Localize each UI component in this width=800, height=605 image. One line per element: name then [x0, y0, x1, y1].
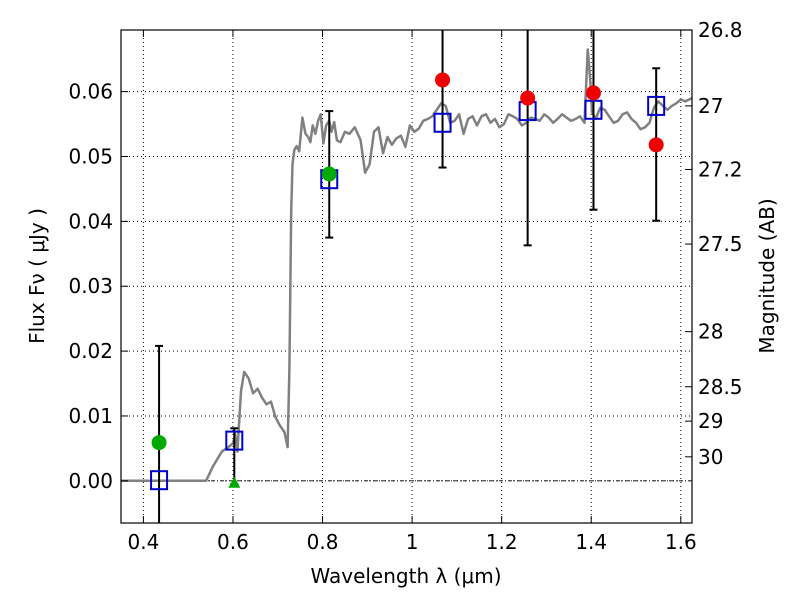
x-tick-label: 1.4 — [575, 530, 607, 554]
observed-flux-red — [520, 90, 536, 106]
model-flux-box — [225, 430, 244, 451]
x-tick-label: 1 — [406, 530, 419, 554]
model-flux-box — [584, 99, 603, 120]
x-tick-label: 1.6 — [665, 530, 697, 554]
model-flux-box — [647, 95, 666, 116]
plot-area — [121, 30, 693, 523]
grid — [121, 30, 692, 523]
y-tick-label: 0.03 — [68, 274, 113, 298]
observed-flux-green — [151, 435, 167, 451]
sed-model-curve — [121, 48, 693, 483]
y2-tick-label: 28 — [698, 320, 723, 344]
plot-frame — [120, 29, 693, 524]
y2-tick-label: 27 — [698, 94, 723, 118]
y2-axis-label: Magnitude (AB) — [755, 198, 779, 353]
y2-tick-label: 28.5 — [698, 375, 743, 399]
axes: 0.4 0.6 0.8 1 1.2 1.4 1.6 0.00 0.01 0.02 0.03 0.04 0… — [68, 18, 742, 554]
y-tick-label: 0.06 — [68, 80, 113, 104]
y-tick-label: 0.04 — [68, 209, 113, 233]
y-tick-label: 0.01 — [68, 404, 113, 428]
y2-tick-label: 26.8 — [698, 18, 743, 42]
y-axis-label: Flux Fν ( μJy ) — [25, 208, 49, 344]
x-tick-label: 0.6 — [217, 530, 249, 554]
observed-flux-red — [435, 72, 451, 88]
y2-tick-label: 29 — [698, 409, 723, 433]
y2-tick-label: 30 — [698, 445, 723, 469]
y2-tick-label: 27.2 — [698, 157, 743, 181]
upper-limit-triangle — [228, 476, 241, 488]
observed-flux-red — [648, 137, 664, 153]
observed-flux-green — [321, 166, 337, 182]
y-tick-label: 0.02 — [68, 339, 113, 363]
x-tick-label: 0.8 — [307, 530, 339, 554]
y-tick-label: 0.00 — [68, 469, 113, 493]
x-tick-label: 1.2 — [486, 530, 518, 554]
x-tick-label: 0.4 — [127, 530, 159, 554]
y-tick-label: 0.05 — [68, 144, 113, 168]
observed-flux-red — [585, 85, 601, 101]
y2-tick-label: 27.5 — [698, 232, 743, 256]
x-axis-label: Wavelength λ (μm) — [310, 564, 501, 588]
model-flux-box — [433, 112, 452, 133]
model-flux-box — [150, 470, 169, 491]
